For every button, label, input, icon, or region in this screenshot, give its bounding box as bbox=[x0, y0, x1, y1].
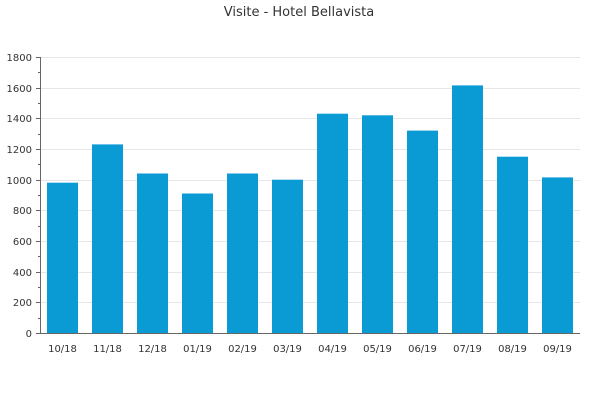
x-tick-label: 06/19 bbox=[408, 344, 437, 355]
y-tick-label: 0 bbox=[26, 329, 32, 340]
y-tick-label: 400 bbox=[13, 268, 32, 279]
axes bbox=[36, 57, 580, 334]
y-tick-label: 1400 bbox=[7, 114, 32, 125]
y-tick-label: 1200 bbox=[7, 145, 32, 156]
bars bbox=[47, 85, 573, 334]
y-tick-label: 800 bbox=[13, 206, 32, 217]
grid-lines bbox=[40, 57, 580, 303]
x-tick-label: 10/18 bbox=[48, 344, 77, 355]
bar-03-19 bbox=[272, 179, 303, 333]
x-tick-label: 11/18 bbox=[93, 344, 122, 355]
bar-09-19 bbox=[542, 177, 573, 333]
x-tick-label: 09/19 bbox=[543, 344, 572, 355]
y-tick-label: 200 bbox=[13, 298, 32, 309]
x-tick-label: 04/19 bbox=[318, 344, 347, 355]
x-tick-label: 12/18 bbox=[138, 344, 167, 355]
bar-06-19 bbox=[407, 130, 438, 333]
y-tick-label: 1800 bbox=[7, 53, 32, 64]
y-tick-label: 600 bbox=[13, 237, 32, 248]
bar-04-19 bbox=[317, 113, 348, 333]
bar-10-18 bbox=[47, 182, 78, 333]
x-tick-label: 02/19 bbox=[228, 344, 257, 355]
x-tick-label: 07/19 bbox=[453, 344, 482, 355]
bar-07-19 bbox=[452, 85, 483, 334]
y-tick-label: 1000 bbox=[7, 176, 32, 187]
x-tick-label: 01/19 bbox=[183, 344, 212, 355]
x-tick-label: 08/19 bbox=[498, 344, 527, 355]
x-tick-labels: 10/18 11/18 12/18 01/19 02/19 03/19 04/19 05/19… bbox=[48, 344, 572, 355]
bar-05-19 bbox=[362, 115, 393, 333]
y-tick-labels: 0 200 400 600 800 1000 1200 1400 1600 1800 bbox=[7, 53, 32, 340]
bar-02-19 bbox=[227, 173, 258, 333]
x-tick-label: 05/19 bbox=[363, 344, 392, 355]
bar-11-18 bbox=[92, 144, 123, 333]
bar-12-18 bbox=[137, 173, 168, 333]
chart-title: Visite - Hotel Bellavista bbox=[224, 5, 374, 20]
bar-08-19 bbox=[497, 156, 528, 333]
y-tick-label: 1600 bbox=[7, 84, 32, 95]
bar-01-19 bbox=[182, 193, 213, 333]
x-tick-label: 03/19 bbox=[273, 344, 302, 355]
